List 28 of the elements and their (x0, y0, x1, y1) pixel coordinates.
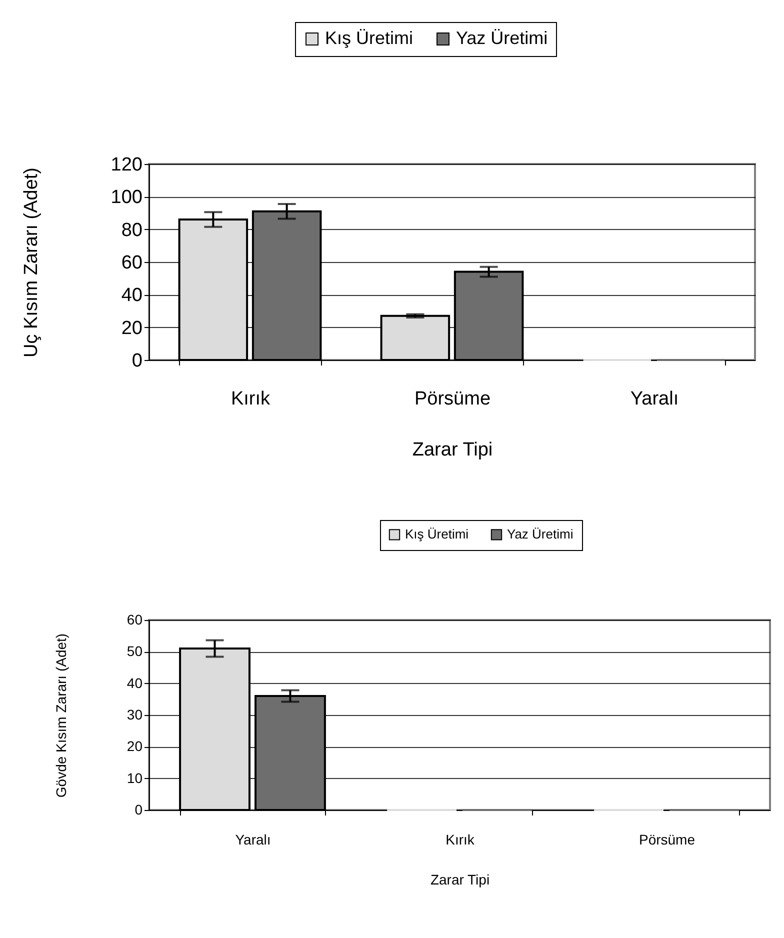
y-tick-label: 50 (126, 643, 143, 660)
y-tick-label: 20 (121, 318, 142, 339)
y-tick-label: 40 (121, 285, 142, 306)
y-tick-label: 60 (126, 612, 143, 628)
x-tick-label: Kırık (446, 832, 476, 848)
x-tick-label: Kırık (230, 388, 271, 410)
x-tick-label: Pörsüme (638, 832, 696, 848)
y-tick-label: 120 (110, 154, 142, 176)
x-axis-title: Zarar Tipi (412, 440, 493, 460)
y-tick-label: 10 (126, 770, 143, 786)
legend-label: Yaz Üretimi (456, 28, 548, 48)
y-tick-label: 80 (121, 220, 142, 241)
y-tick-label: 100 (110, 187, 142, 208)
legend-label: Kış Üretimi (325, 28, 414, 48)
y-tick-label: 20 (126, 738, 143, 754)
legend-label: Yaz Üretimi (507, 526, 574, 542)
y-tick-label: 0 (134, 802, 143, 818)
x-tick-label: Yaralı (630, 388, 679, 410)
legend-label: Kış Üretimi (405, 526, 469, 542)
y-tick-label: 30 (126, 706, 143, 722)
y-tick-label: 0 (132, 350, 142, 372)
x-axis-title: Zarar Tipi (430, 872, 490, 888)
y-axis-title: Uç Kısım Zararı (Adet) (20, 167, 42, 358)
x-tick-label: Yaralı (235, 832, 271, 848)
x-tick-label: Pörsüme (414, 388, 491, 410)
y-axis-title: Gövde Kısım Zararı (Adet) (52, 633, 69, 798)
y-tick-label: 40 (126, 674, 143, 691)
y-tick-label: 60 (121, 252, 142, 274)
